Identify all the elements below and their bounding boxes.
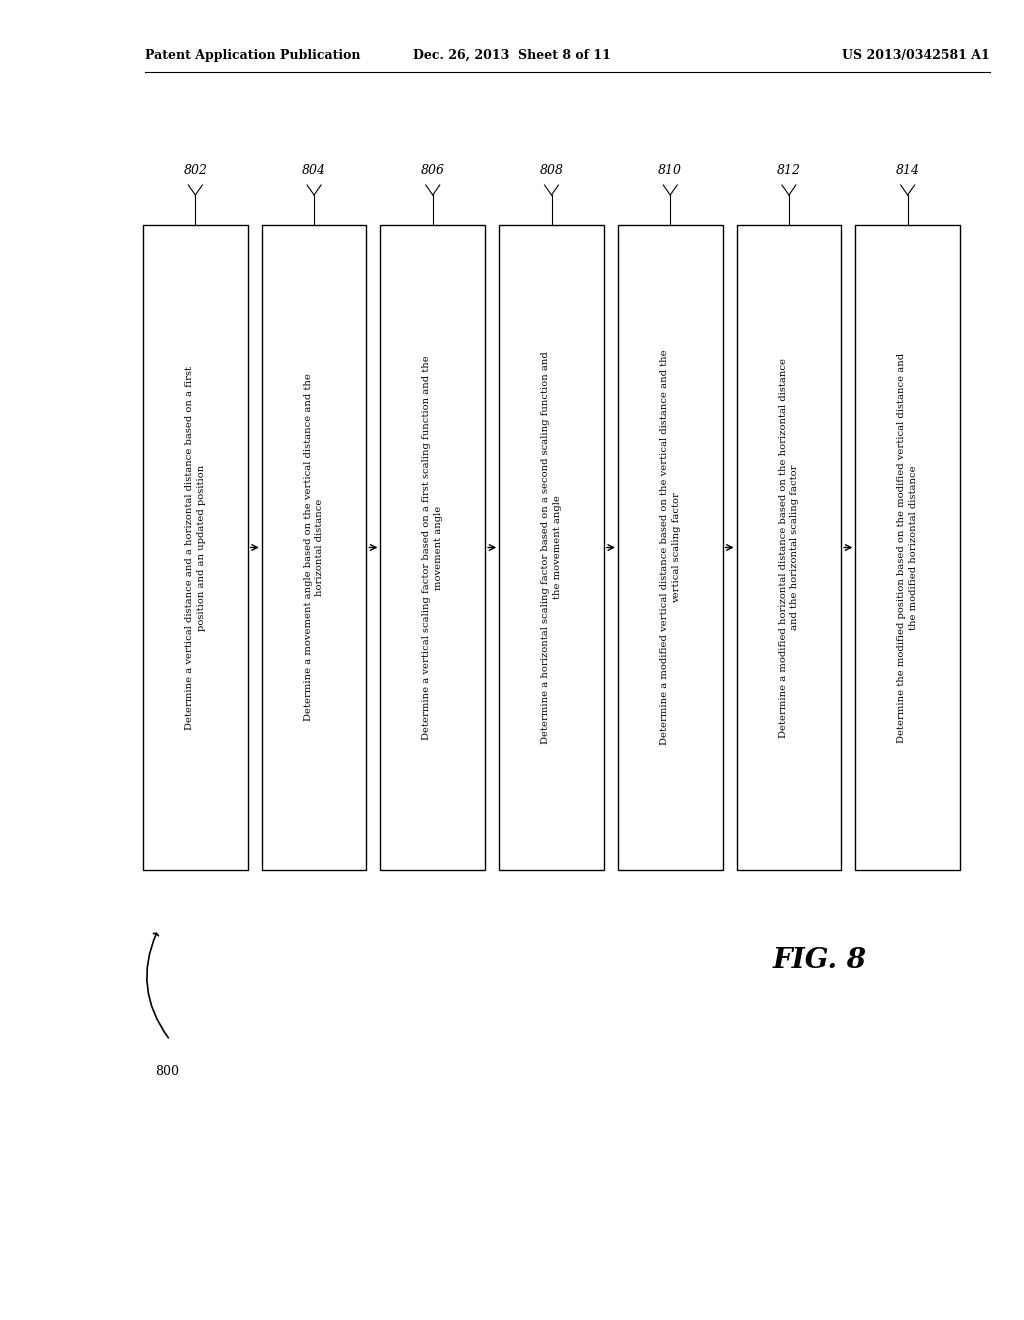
Text: Determine a vertical distance and a horizontal distance based on a first
positio: Determine a vertical distance and a hori…	[185, 366, 206, 730]
Bar	[855, 224, 959, 870]
Bar	[499, 224, 604, 870]
Text: 800: 800	[155, 1065, 179, 1078]
Text: 808: 808	[540, 164, 563, 177]
Bar	[617, 224, 723, 870]
Bar	[736, 224, 842, 870]
Text: Determine a horizontal scaling factor based on a second scaling function and
the: Determine a horizontal scaling factor ba…	[541, 351, 562, 744]
Text: Determine a vertical scaling factor based on a first scaling function and the
mo: Determine a vertical scaling factor base…	[422, 355, 443, 741]
Text: Determine the modified position based on the modified vertical distance and
the : Determine the modified position based on…	[897, 352, 919, 743]
Text: Determine a modified vertical distance based on the vertical distance and the
ve: Determine a modified vertical distance b…	[659, 350, 681, 746]
Text: 814: 814	[896, 164, 920, 177]
Text: 802: 802	[183, 164, 207, 177]
Bar	[143, 224, 248, 870]
Text: 810: 810	[658, 164, 682, 177]
Text: US 2013/0342581 A1: US 2013/0342581 A1	[843, 49, 990, 62]
Text: 804: 804	[302, 164, 326, 177]
Bar	[262, 224, 367, 870]
Text: 806: 806	[421, 164, 444, 177]
Text: 812: 812	[777, 164, 801, 177]
Bar	[381, 224, 485, 870]
Text: Determine a movement angle based on the vertical distance and the
horizontal dis: Determine a movement angle based on the …	[304, 374, 325, 722]
Text: Dec. 26, 2013  Sheet 8 of 11: Dec. 26, 2013 Sheet 8 of 11	[413, 49, 611, 62]
Text: Patent Application Publication: Patent Application Publication	[145, 49, 360, 62]
Text: Determine a modified horizontal distance based on the horizontal distance
and th: Determine a modified horizontal distance…	[778, 358, 800, 738]
Text: FIG. 8: FIG. 8	[773, 946, 867, 974]
